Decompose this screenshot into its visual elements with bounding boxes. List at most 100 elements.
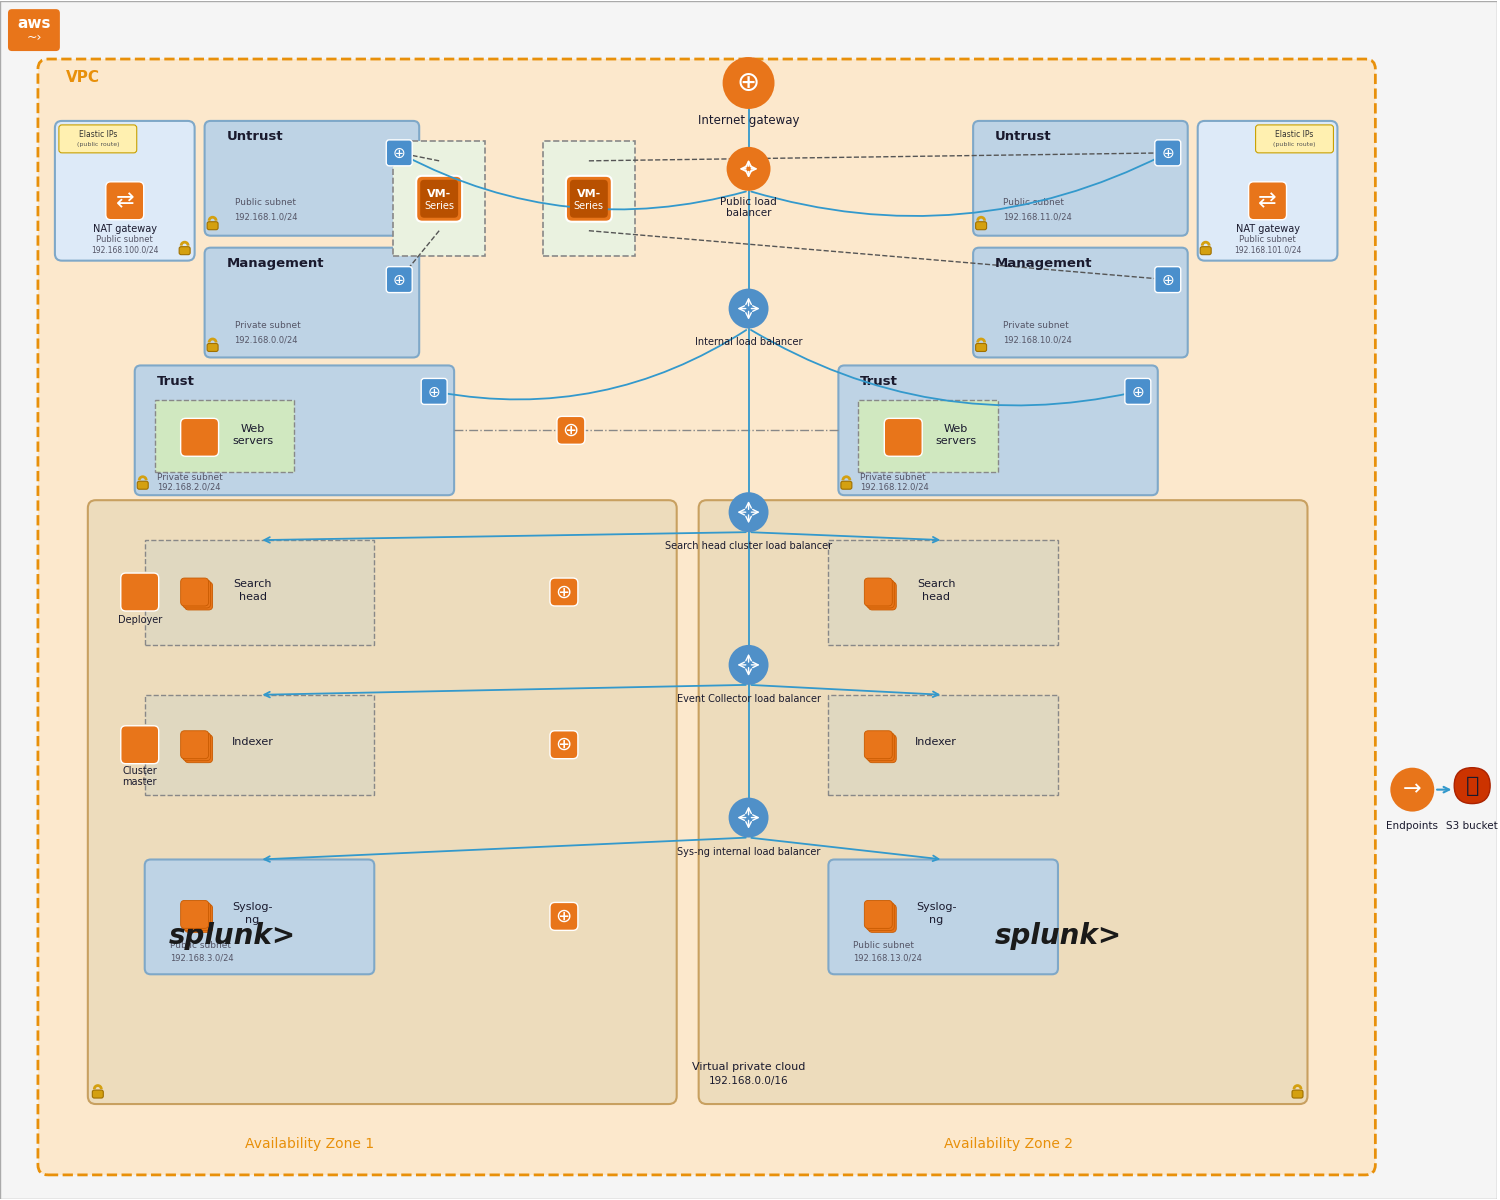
Text: ⇄: ⇄ — [116, 191, 134, 211]
FancyBboxPatch shape — [868, 582, 897, 610]
Text: Public subnet: Public subnet — [1004, 198, 1064, 208]
FancyBboxPatch shape — [1197, 121, 1338, 260]
Text: Syslog-: Syslog- — [916, 902, 957, 912]
Bar — [828, 540, 1058, 644]
Text: NAT gateway: NAT gateway — [93, 223, 158, 234]
Text: ⊕: ⊕ — [555, 736, 572, 755]
Text: Trust: Trust — [861, 374, 898, 388]
Bar — [828, 695, 1058, 794]
FancyBboxPatch shape — [1248, 182, 1287, 220]
Text: 192.168.13.0/24: 192.168.13.0/24 — [853, 954, 922, 962]
FancyBboxPatch shape — [864, 900, 892, 929]
FancyBboxPatch shape — [180, 578, 209, 606]
Text: Availability Zone 2: Availability Zone 2 — [944, 1136, 1072, 1151]
Text: 192.168.101.0/24: 192.168.101.0/24 — [1234, 245, 1302, 254]
Text: VM-: VM- — [576, 188, 602, 199]
Text: Deployer: Deployer — [117, 614, 162, 625]
Text: Trust: Trust — [156, 374, 195, 388]
Text: ⊕: ⊕ — [736, 68, 760, 97]
FancyBboxPatch shape — [422, 378, 447, 404]
Text: splunk>: splunk> — [170, 923, 296, 950]
FancyBboxPatch shape — [204, 247, 419, 358]
Text: Management: Management — [226, 257, 324, 270]
Text: Availability Zone 1: Availability Zone 1 — [244, 1136, 374, 1151]
Circle shape — [723, 58, 774, 109]
FancyBboxPatch shape — [566, 176, 612, 222]
Text: Elastic IPs: Elastic IPs — [1275, 131, 1314, 139]
FancyBboxPatch shape — [868, 734, 897, 763]
FancyBboxPatch shape — [699, 500, 1308, 1104]
Text: Public subnet: Public subnet — [96, 235, 153, 244]
Text: Search: Search — [234, 580, 272, 589]
FancyBboxPatch shape — [122, 726, 159, 763]
FancyBboxPatch shape — [975, 343, 987, 352]
Text: ~›: ~› — [26, 30, 42, 43]
Text: NAT gateway: NAT gateway — [1236, 223, 1299, 234]
FancyBboxPatch shape — [867, 580, 894, 608]
Text: 192.168.100.0/24: 192.168.100.0/24 — [92, 245, 159, 254]
FancyBboxPatch shape — [207, 222, 218, 229]
Bar — [154, 401, 294, 473]
Text: ⊕: ⊕ — [1131, 385, 1144, 400]
Text: 192.168.11.0/24: 192.168.11.0/24 — [1004, 212, 1072, 221]
Text: head: head — [238, 592, 267, 602]
Text: (public route): (public route) — [76, 143, 118, 148]
FancyBboxPatch shape — [387, 266, 412, 293]
Text: ng: ng — [246, 916, 259, 925]
Text: Sys-ng internal load balancer: Sys-ng internal load balancer — [676, 846, 820, 857]
FancyBboxPatch shape — [387, 140, 412, 166]
Text: S3 bucket: S3 bucket — [1446, 821, 1498, 830]
FancyBboxPatch shape — [556, 416, 585, 444]
Text: 192.168.0.0/24: 192.168.0.0/24 — [234, 335, 298, 344]
Text: Endpoints: Endpoints — [1386, 821, 1438, 830]
Text: Series: Series — [424, 200, 454, 211]
Text: Public subnet: Public subnet — [853, 941, 915, 950]
Bar — [144, 540, 375, 644]
Text: Management: Management — [994, 257, 1092, 270]
Text: ⇄: ⇄ — [1258, 191, 1276, 211]
FancyBboxPatch shape — [204, 121, 419, 235]
FancyBboxPatch shape — [135, 366, 454, 496]
FancyBboxPatch shape — [420, 180, 458, 217]
Text: Event Collector load balancer: Event Collector load balancer — [676, 694, 820, 704]
Text: Public subnet: Public subnet — [170, 941, 231, 950]
FancyBboxPatch shape — [864, 731, 892, 758]
Bar — [543, 140, 634, 256]
FancyBboxPatch shape — [1200, 247, 1210, 254]
FancyBboxPatch shape — [1155, 266, 1180, 293]
FancyBboxPatch shape — [207, 343, 218, 352]
Text: 192.168.2.0/24: 192.168.2.0/24 — [156, 482, 220, 492]
Text: 192.168.10.0/24: 192.168.10.0/24 — [1004, 335, 1072, 344]
Text: aws: aws — [16, 16, 51, 31]
Text: master: master — [123, 776, 158, 787]
Text: Indexer: Indexer — [231, 737, 273, 746]
FancyBboxPatch shape — [842, 481, 852, 490]
FancyBboxPatch shape — [885, 419, 922, 456]
FancyBboxPatch shape — [974, 247, 1188, 358]
Circle shape — [729, 644, 768, 685]
Text: Internet gateway: Internet gateway — [698, 114, 800, 127]
Text: Private subnet: Private subnet — [1004, 322, 1070, 330]
Text: ng: ng — [928, 916, 944, 925]
Text: VPC: VPC — [66, 70, 100, 84]
FancyBboxPatch shape — [184, 905, 213, 932]
FancyBboxPatch shape — [8, 10, 60, 52]
Text: VM-: VM- — [427, 188, 451, 199]
Text: Search head cluster load balancer: Search head cluster load balancer — [664, 541, 832, 551]
Text: 192.168.12.0/24: 192.168.12.0/24 — [861, 482, 928, 492]
Text: (public route): (public route) — [1274, 143, 1316, 148]
Text: head: head — [922, 592, 950, 602]
Bar — [144, 695, 375, 794]
FancyBboxPatch shape — [1125, 378, 1150, 404]
Text: Public subnet: Public subnet — [1239, 235, 1296, 244]
FancyBboxPatch shape — [144, 859, 375, 974]
FancyBboxPatch shape — [1155, 140, 1180, 166]
Text: Elastic IPs: Elastic IPs — [78, 131, 117, 139]
Text: Private subnet: Private subnet — [156, 473, 222, 481]
FancyBboxPatch shape — [58, 125, 136, 152]
FancyBboxPatch shape — [183, 733, 210, 761]
Circle shape — [726, 146, 771, 191]
FancyBboxPatch shape — [828, 859, 1058, 974]
Text: 192.168.0.0/16: 192.168.0.0/16 — [710, 1076, 789, 1086]
Text: Search: Search — [916, 580, 956, 589]
